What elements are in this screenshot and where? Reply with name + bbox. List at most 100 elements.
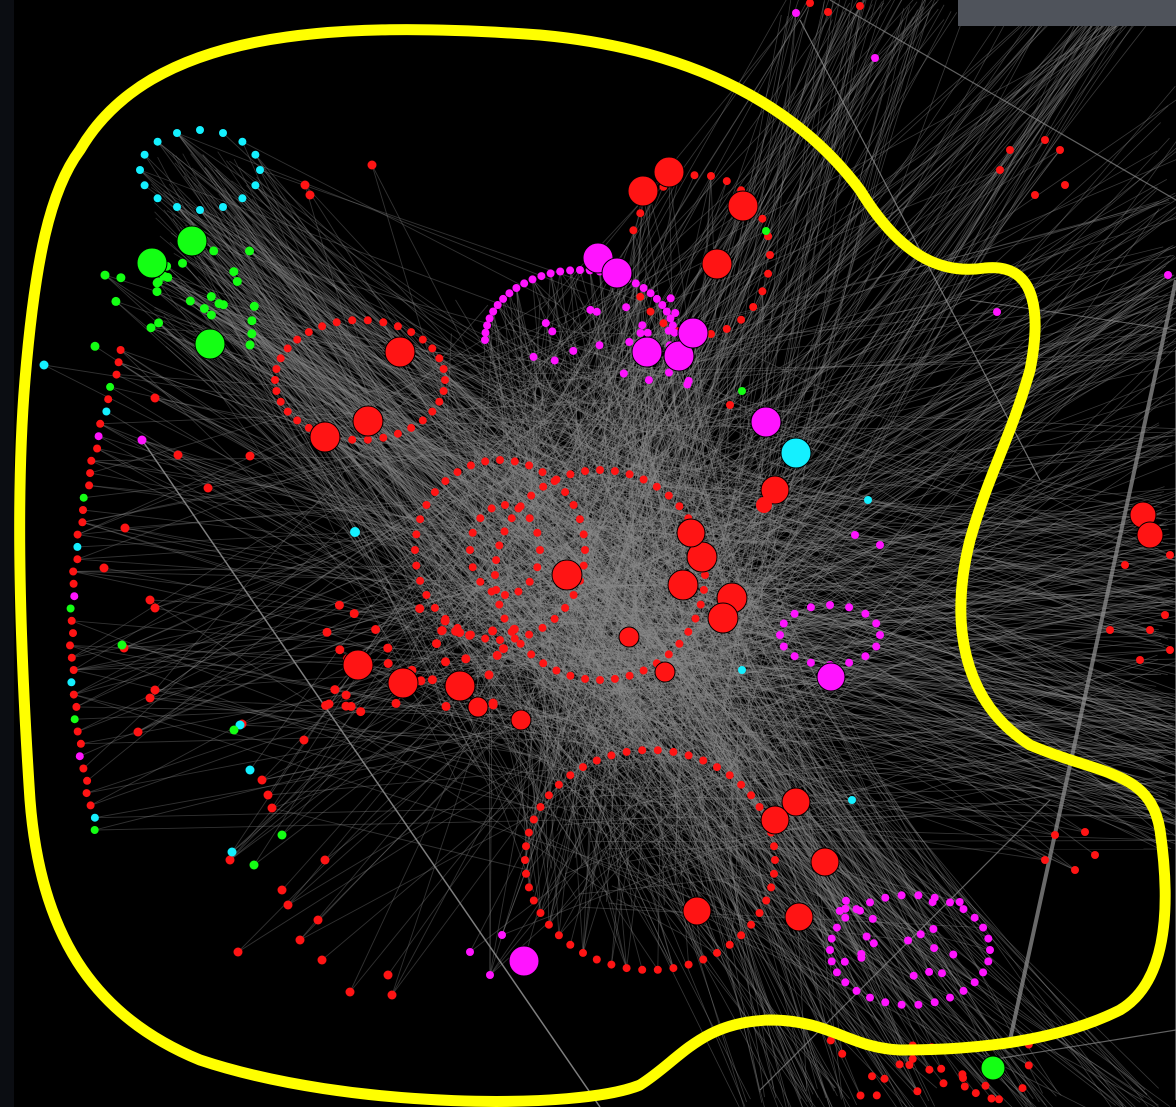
magenta-node[interactable]: [930, 944, 938, 952]
magenta-node[interactable]: [671, 309, 679, 317]
magenta-node[interactable]: [791, 610, 799, 618]
red-node[interactable]: [1041, 136, 1049, 144]
red-node[interactable]: [552, 560, 582, 590]
red-node[interactable]: [93, 445, 101, 453]
red-node[interactable]: [394, 430, 402, 438]
red-node[interactable]: [522, 842, 530, 850]
magenta-node[interactable]: [861, 652, 869, 660]
magenta-node[interactable]: [547, 269, 555, 277]
green-node[interactable]: [195, 329, 225, 359]
red-node[interactable]: [293, 416, 301, 424]
red-node[interactable]: [469, 563, 477, 571]
red-node[interactable]: [766, 251, 774, 259]
magenta-node[interactable]: [638, 321, 646, 329]
magenta-node[interactable]: [780, 643, 788, 651]
green-node[interactable]: [738, 387, 746, 395]
green-node[interactable]: [229, 267, 238, 276]
green-node[interactable]: [67, 605, 75, 613]
red-node[interactable]: [1161, 611, 1169, 619]
red-node[interactable]: [747, 791, 755, 799]
red-node[interactable]: [514, 588, 522, 596]
green-node[interactable]: [186, 297, 195, 306]
magenta-node[interactable]: [833, 924, 841, 932]
red-node[interactable]: [521, 856, 529, 864]
red-node[interactable]: [407, 424, 415, 432]
red-node[interactable]: [428, 408, 436, 416]
red-node[interactable]: [69, 629, 77, 637]
red-node[interactable]: [1025, 1061, 1033, 1069]
green-node[interactable]: [762, 227, 770, 235]
magenta-node[interactable]: [861, 610, 869, 618]
red-node[interactable]: [659, 319, 667, 327]
magenta-node[interactable]: [512, 284, 520, 292]
red-node[interactable]: [488, 626, 497, 635]
red-node[interactable]: [343, 650, 373, 680]
magenta-node[interactable]: [841, 914, 849, 922]
red-node[interactable]: [333, 318, 341, 326]
red-node[interactable]: [1121, 561, 1129, 569]
red-node[interactable]: [593, 956, 601, 964]
cyan-node[interactable]: [173, 203, 181, 211]
magenta-node[interactable]: [498, 931, 506, 939]
red-node[interactable]: [435, 398, 443, 406]
red-node[interactable]: [638, 966, 646, 974]
red-node[interactable]: [636, 293, 644, 301]
magenta-node[interactable]: [851, 531, 859, 539]
cyan-node[interactable]: [91, 814, 99, 822]
green-node[interactable]: [153, 278, 162, 287]
red-node[interactable]: [323, 628, 332, 637]
red-node[interactable]: [873, 1091, 881, 1099]
magenta-node[interactable]: [653, 295, 661, 303]
red-node[interactable]: [284, 344, 292, 352]
red-node[interactable]: [552, 476, 560, 484]
green-node[interactable]: [247, 329, 256, 338]
red-node[interactable]: [747, 921, 755, 929]
red-node[interactable]: [268, 804, 277, 813]
red-node[interactable]: [937, 1065, 945, 1073]
red-node[interactable]: [1019, 1084, 1027, 1092]
magenta-node[interactable]: [602, 258, 632, 288]
magenta-node[interactable]: [494, 301, 502, 309]
red-node[interactable]: [412, 530, 420, 538]
magenta-node[interactable]: [530, 353, 538, 361]
red-node[interactable]: [174, 451, 183, 460]
red-node[interactable]: [692, 615, 700, 623]
red-node[interactable]: [77, 740, 85, 748]
cyan-node[interactable]: [141, 151, 149, 159]
red-node[interactable]: [491, 571, 499, 579]
magenta-node[interactable]: [853, 987, 861, 995]
magenta-node[interactable]: [537, 272, 545, 280]
red-node[interactable]: [485, 670, 494, 679]
red-node[interactable]: [581, 546, 589, 554]
red-node[interactable]: [501, 591, 509, 599]
magenta-node[interactable]: [551, 357, 559, 365]
red-node[interactable]: [1031, 191, 1039, 199]
magenta-node[interactable]: [993, 308, 1001, 316]
magenta-node[interactable]: [979, 924, 987, 932]
green-node[interactable]: [111, 297, 120, 306]
green-node[interactable]: [207, 292, 216, 301]
magenta-node[interactable]: [876, 631, 884, 639]
red-node[interactable]: [626, 672, 634, 680]
red-node[interactable]: [806, 0, 814, 7]
red-node[interactable]: [383, 644, 392, 653]
red-node[interactable]: [723, 325, 731, 333]
red-node[interactable]: [699, 956, 707, 964]
red-node[interactable]: [756, 497, 772, 513]
red-node[interactable]: [388, 991, 397, 1000]
magenta-node[interactable]: [914, 1001, 922, 1009]
red-node[interactable]: [1137, 522, 1163, 548]
red-node[interactable]: [972, 1089, 980, 1097]
cyan-node[interactable]: [864, 496, 872, 504]
red-node[interactable]: [555, 931, 563, 939]
red-node[interactable]: [758, 215, 766, 223]
magenta-node[interactable]: [863, 933, 871, 941]
red-node[interactable]: [272, 365, 280, 373]
magenta-node[interactable]: [632, 337, 662, 367]
red-node[interactable]: [115, 358, 123, 366]
red-node[interactable]: [454, 468, 462, 476]
red-node[interactable]: [121, 524, 130, 533]
cyan-node[interactable]: [219, 203, 227, 211]
red-node[interactable]: [321, 856, 330, 865]
